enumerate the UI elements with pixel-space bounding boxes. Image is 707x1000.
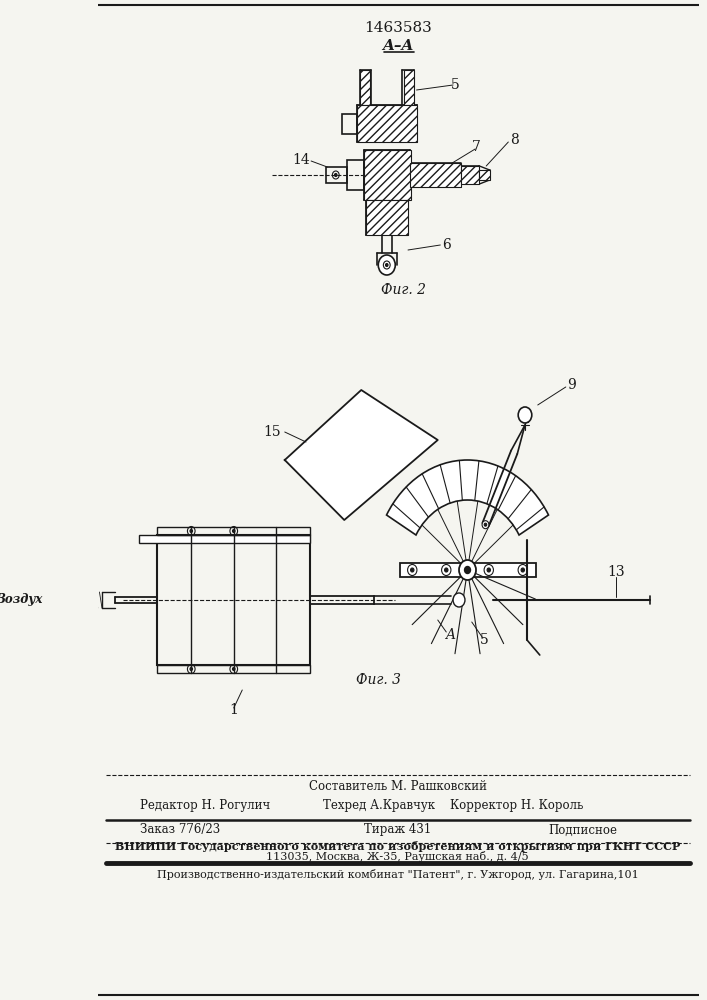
- Text: ВНИИПИ Государственного комитета по изобретениям и открытиям при ГКНТ СССР: ВНИИПИ Государственного комитета по изоб…: [115, 842, 680, 852]
- Bar: [157, 527, 310, 535]
- Circle shape: [408, 564, 417, 576]
- Text: Тираж 431: Тираж 431: [364, 824, 431, 836]
- Circle shape: [190, 530, 192, 532]
- Circle shape: [233, 530, 235, 532]
- Text: 13: 13: [607, 565, 625, 579]
- Bar: [325, 167, 347, 183]
- Bar: [399, 563, 535, 577]
- Text: Составитель М. Рашковский: Составитель М. Рашковский: [309, 780, 487, 794]
- Bar: [360, 70, 370, 105]
- Text: 5: 5: [480, 633, 489, 647]
- Bar: [366, 200, 408, 235]
- Circle shape: [334, 174, 337, 176]
- Text: Воздух: Воздух: [0, 593, 42, 606]
- Text: 15: 15: [263, 425, 281, 439]
- Circle shape: [482, 172, 487, 178]
- Circle shape: [453, 593, 465, 607]
- Circle shape: [233, 668, 235, 670]
- Text: 8: 8: [510, 133, 519, 147]
- Text: Производственно-издательский комбинат "Патент", г. Ужгород, ул. Гагарина,101: Производственно-издательский комбинат "П…: [157, 869, 638, 880]
- Circle shape: [487, 568, 491, 572]
- Text: A–A: A–A: [382, 39, 414, 53]
- Text: Подписное: Подписное: [548, 824, 617, 836]
- Circle shape: [482, 521, 489, 529]
- Bar: [157, 665, 310, 673]
- Circle shape: [518, 407, 532, 423]
- Bar: [139, 535, 310, 543]
- Circle shape: [442, 564, 451, 576]
- Text: 7: 7: [472, 140, 481, 154]
- Wedge shape: [387, 460, 549, 535]
- Text: A: A: [445, 628, 455, 642]
- Bar: [461, 166, 479, 184]
- Polygon shape: [285, 390, 438, 520]
- Circle shape: [445, 568, 448, 572]
- Text: 1463583: 1463583: [364, 21, 432, 35]
- Bar: [479, 170, 490, 180]
- Circle shape: [459, 560, 476, 580]
- Circle shape: [464, 566, 470, 574]
- Text: 5: 5: [450, 78, 459, 92]
- Bar: [410, 163, 461, 187]
- Text: 9: 9: [568, 378, 576, 392]
- Text: Заказ 776/23: Заказ 776/23: [140, 824, 221, 836]
- Circle shape: [411, 568, 414, 572]
- Circle shape: [484, 564, 493, 576]
- Text: Фиг. 3: Фиг. 3: [356, 673, 401, 687]
- Text: Техред А.Кравчук    Корректор Н. Король: Техред А.Кравчук Корректор Н. Король: [323, 798, 583, 812]
- Text: 6: 6: [442, 238, 451, 252]
- Circle shape: [378, 255, 395, 275]
- Bar: [364, 150, 411, 200]
- Bar: [341, 114, 357, 134]
- Bar: [404, 70, 414, 105]
- Text: 113035, Москва, Ж-35, Раушская наб., д. 4/5: 113035, Москва, Ж-35, Раушская наб., д. …: [267, 852, 529, 862]
- Text: 1: 1: [229, 703, 238, 717]
- Bar: [347, 160, 364, 190]
- Circle shape: [385, 263, 388, 266]
- Circle shape: [521, 568, 525, 572]
- Text: Редактор Н. Рогулич: Редактор Н. Рогулич: [140, 798, 271, 812]
- Bar: [357, 105, 416, 142]
- Text: Фиг. 2: Фиг. 2: [381, 283, 426, 297]
- Circle shape: [484, 523, 486, 526]
- Bar: [157, 535, 310, 665]
- Circle shape: [190, 668, 192, 670]
- Circle shape: [518, 564, 527, 576]
- Text: 14: 14: [293, 153, 310, 167]
